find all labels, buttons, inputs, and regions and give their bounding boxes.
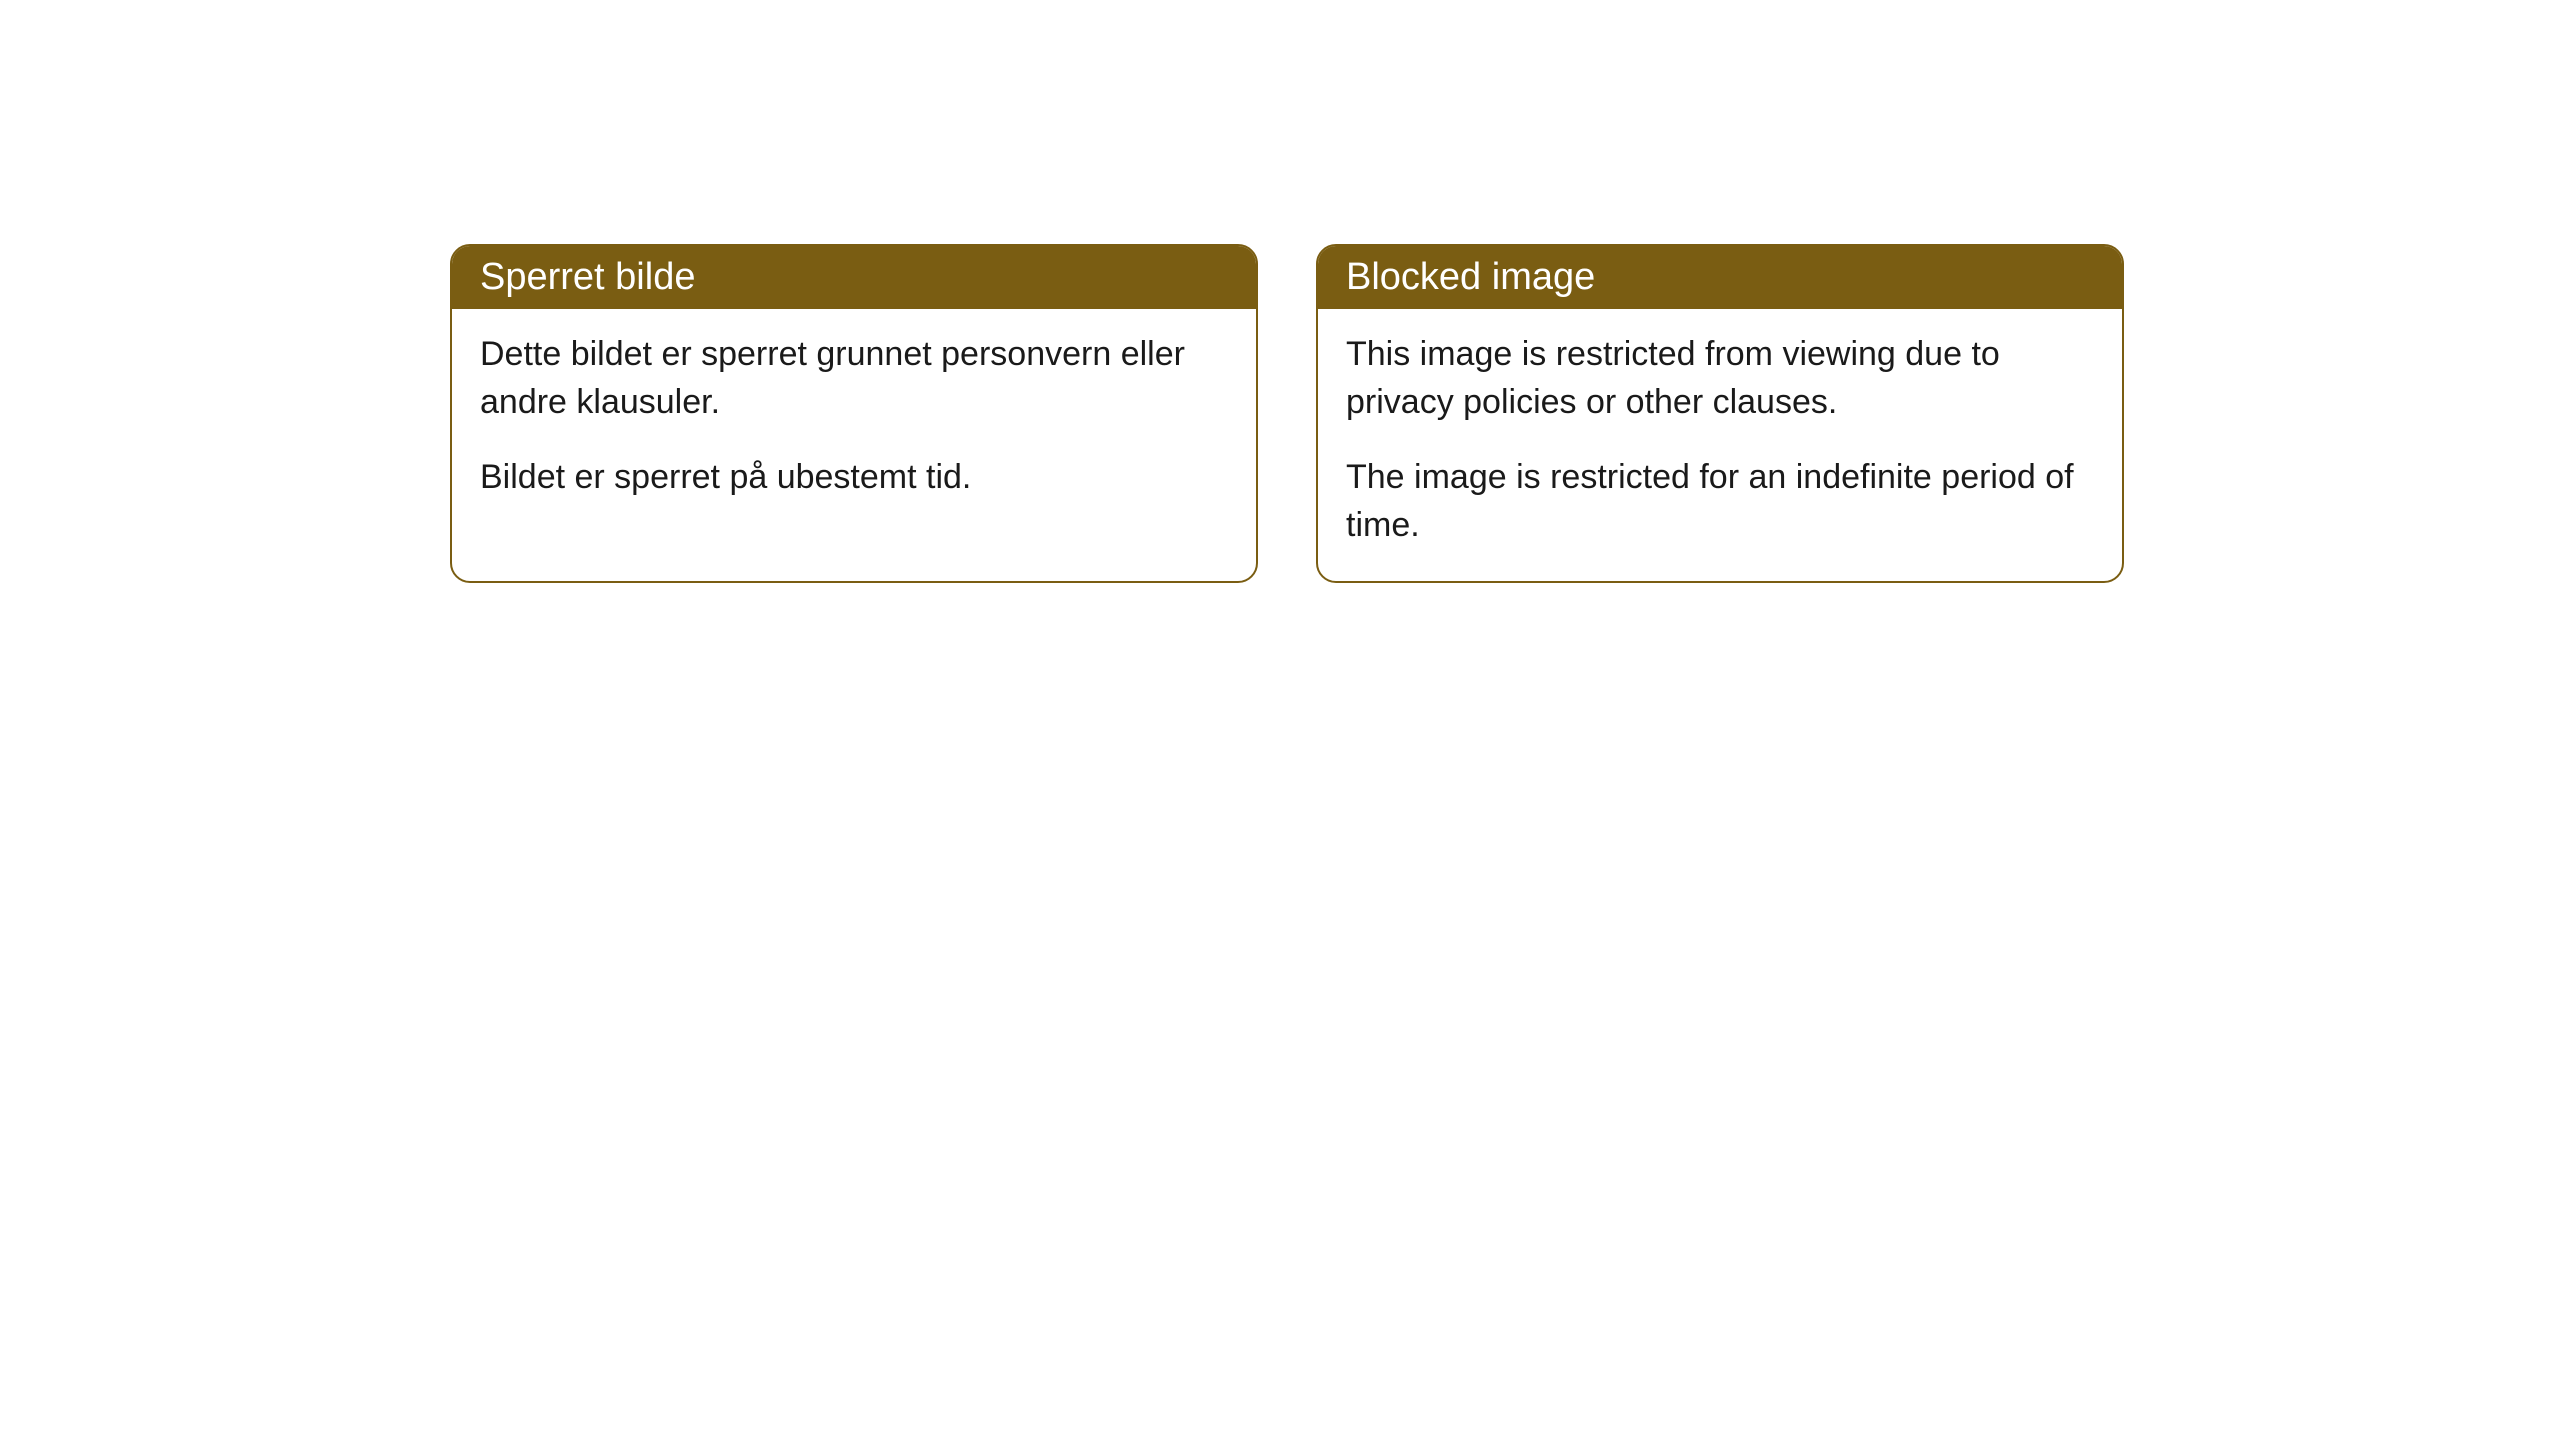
card-paragraph: This image is restricted from viewing du…	[1346, 331, 2094, 426]
notice-card-norwegian: Sperret bilde Dette bildet er sperret gr…	[450, 244, 1258, 583]
card-body: Dette bildet er sperret grunnet personve…	[452, 309, 1256, 534]
notice-container: Sperret bilde Dette bildet er sperret gr…	[450, 244, 2124, 583]
card-title: Blocked image	[1346, 256, 1595, 298]
card-body: This image is restricted from viewing du…	[1318, 309, 2122, 581]
card-paragraph: The image is restricted for an indefinit…	[1346, 454, 2094, 549]
card-header: Sperret bilde	[452, 246, 1256, 309]
card-header: Blocked image	[1318, 246, 2122, 309]
card-paragraph: Dette bildet er sperret grunnet personve…	[480, 331, 1228, 426]
card-paragraph: Bildet er sperret på ubestemt tid.	[480, 454, 1228, 502]
notice-card-english: Blocked image This image is restricted f…	[1316, 244, 2124, 583]
card-title: Sperret bilde	[480, 256, 695, 298]
